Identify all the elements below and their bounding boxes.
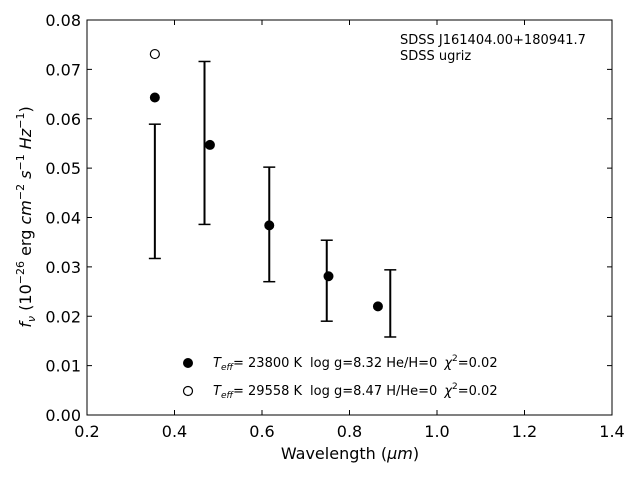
x-tick-label: 0.4	[162, 422, 187, 441]
y-tick-label: 0.03	[45, 258, 81, 277]
annotation-line-1: SDSS J161404.00+180941.7	[400, 33, 586, 48]
x-tick-label: 1.2	[512, 422, 537, 441]
model-point-open	[149, 48, 160, 60]
model-point-filled	[372, 301, 383, 312]
ticks: 0.2 0.4 0.6 0.8 1.0 1.2 1.4 0.00 0.01 0.02 0.03 0.0…	[45, 11, 624, 441]
y-tick-label: 0.00	[45, 406, 81, 425]
legend-marker-filled	[183, 358, 193, 368]
points	[149, 48, 383, 312]
x-tick-label: 0.8	[337, 422, 362, 441]
x-tick-label: 1.0	[424, 422, 449, 441]
y-tick-label: 0.08	[45, 11, 81, 30]
annotation-line-2: SDSS ugriz	[400, 49, 471, 64]
model-point-filled	[323, 271, 334, 282]
model-point-filled	[264, 220, 275, 231]
x-tick-label: 0.6	[249, 422, 274, 441]
model-point-filled	[204, 139, 215, 150]
y-axis-label: fν (10−26 erg cm−2 s−1 Hz−1)	[14, 106, 38, 327]
x-axis-label: Wavelength (μm)	[281, 444, 419, 463]
model-point-filled	[149, 92, 160, 103]
errorbars	[148, 60, 397, 338]
y-tick-label: 0.07	[45, 60, 81, 79]
x-tick-label: 0.2	[74, 422, 99, 441]
y-tick-label: 0.06	[45, 110, 81, 129]
y-tick-label: 0.01	[45, 357, 81, 376]
x-tick-label: 1.4	[599, 422, 624, 441]
legend-marker-open	[182, 385, 194, 397]
y-tick-label: 0.02	[45, 307, 81, 326]
y-tick-label: 0.04	[45, 209, 81, 228]
y-tick-label: 0.05	[45, 159, 81, 178]
